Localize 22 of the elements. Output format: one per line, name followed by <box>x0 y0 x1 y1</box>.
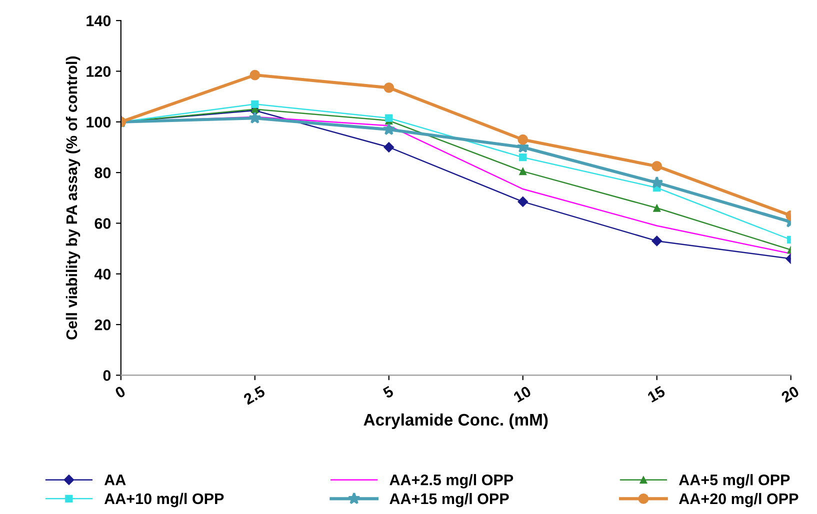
legend-label: AA+15 mg/l OPP <box>390 492 509 508</box>
y-tick-label: 40 <box>94 268 111 280</box>
y-tick-label: 140 <box>86 15 111 26</box>
x-tick-label: 20 <box>780 386 800 403</box>
y-tick-label: 20 <box>94 319 111 330</box>
x-axis-title: Acrylamide Conc. (mM) <box>364 413 548 429</box>
y-tick-label: 120 <box>86 66 111 77</box>
x-tick-label: 2.5 <box>242 386 266 406</box>
x-tick-label: 15 <box>647 386 666 403</box>
y-tick-label: 0 <box>103 370 111 381</box>
legend-label: AA <box>104 474 126 486</box>
x-tick-label: 0 <box>114 386 126 399</box>
legend-label: AA+5 mg/l OPP <box>678 474 790 488</box>
legend-label: AA+2.5 mg/l OPP <box>390 474 514 488</box>
y-tick-label: 60 <box>94 218 111 229</box>
y-axis-title: Cell viability by PA assay (% of control) <box>66 56 80 340</box>
legend-label: AA+20 mg/l OPP <box>678 492 798 508</box>
x-tick-label: 10 <box>512 386 532 403</box>
x-tick-label: 5 <box>382 386 394 399</box>
y-tick-label: 80 <box>94 167 111 178</box>
y-tick-label: 100 <box>86 116 111 128</box>
legend-label: AA+10 mg/l OPP <box>104 492 224 508</box>
